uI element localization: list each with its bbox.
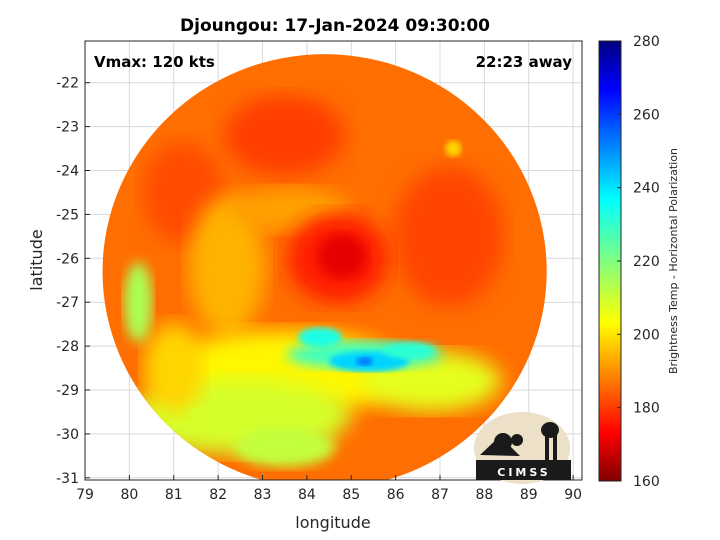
vmax-annotation: Vmax: 120 kts: [94, 53, 215, 71]
chart-title: Djoungou: 17-Jan-2024 09:30:00: [180, 16, 490, 36]
tb-region: [234, 427, 335, 468]
colorbar-tick-label: 200: [633, 327, 660, 343]
x-tick-label: 89: [520, 487, 538, 503]
x-tick-label: 80: [120, 487, 138, 503]
y-tick-label: -25: [56, 207, 79, 223]
y-tick-label: -23: [56, 120, 79, 136]
y-tick-label: -29: [56, 383, 79, 399]
x-tick-label: 90: [564, 487, 582, 503]
time-away-annotation: 22:23 away: [476, 53, 573, 71]
brightness-temp-swath: [102, 54, 547, 480]
colorbar-tick-label: 180: [633, 401, 660, 417]
y-axis: -22 -23 -24 -25 -26 -27 -28 -29 -30 -31: [56, 76, 90, 487]
x-tick-label: 84: [298, 487, 316, 503]
axes-frame: [84, 40, 583, 481]
x-tick-label: 82: [209, 487, 227, 503]
colorbar-tick-label: 260: [633, 107, 660, 123]
tb-region: [189, 197, 265, 338]
x-tick-label: 79: [76, 487, 94, 503]
x-tick-label: 85: [342, 487, 360, 503]
tb-region: [124, 262, 153, 343]
colorbar-tick-label: 280: [633, 34, 660, 50]
y-tick-label: -30: [56, 427, 79, 443]
x-tick-label: 83: [254, 487, 272, 503]
y-tick-label: -31: [56, 471, 79, 487]
y-tick-label: -24: [56, 164, 79, 180]
tb-region: [393, 166, 504, 307]
y-axis-label: latitude: [27, 229, 46, 290]
x-tick-label: 86: [387, 487, 405, 503]
x-axis-label: longitude: [295, 513, 370, 532]
y-tick-label: -26: [56, 251, 79, 267]
eye-point: [332, 248, 353, 269]
logo-text: CIMSS: [497, 466, 550, 479]
tb-region: [143, 323, 204, 414]
y-tick-label: -22: [56, 76, 79, 92]
colorbar: 280 260 240 220 200 180 160 Brightness Temp - …: [598, 34, 680, 490]
colorbar-tick-label: 220: [633, 254, 660, 270]
colorbar-tick-label: 160: [633, 474, 660, 490]
tb-region: [224, 95, 345, 176]
y-tick-label: -27: [56, 295, 79, 311]
x-tick-label: 87: [431, 487, 449, 503]
x-tick-label: 88: [475, 487, 493, 503]
tb-region: [445, 140, 462, 157]
feature-point: [356, 357, 373, 366]
tb-region: [382, 342, 435, 359]
tb-region: [298, 327, 343, 348]
colorbar-label: Brightness Temp - Horizontal Polarizatio…: [667, 148, 680, 374]
y-tick-label: -28: [56, 339, 79, 355]
cimss-logo: CIMSS: [474, 412, 571, 484]
x-tick-label: 81: [165, 487, 183, 503]
x-axis: 79 80 81 82 83 84 85 86 87 88 89 90: [76, 475, 582, 503]
feature-point: [187, 407, 204, 416]
colorbar-tick-label: 240: [633, 181, 660, 197]
